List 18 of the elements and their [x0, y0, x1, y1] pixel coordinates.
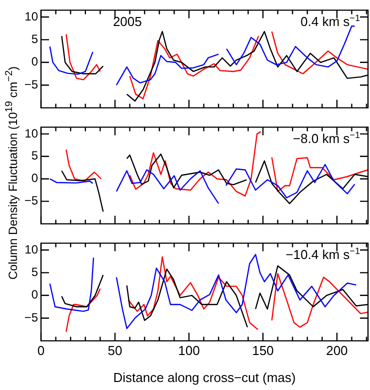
x-axis-title: Distance along cross−cut (mas)	[113, 370, 296, 385]
y-tick-label: 10	[24, 242, 38, 256]
x-tick-label: 200	[326, 343, 348, 358]
y-tick-label: 0	[31, 288, 38, 302]
annotation: 2005	[112, 14, 142, 30]
y-tick-label: 5	[31, 265, 38, 280]
y-tick-label: 0	[31, 171, 38, 186]
y-tick-label: −5	[24, 77, 38, 92]
x-tick-label: 150	[252, 343, 274, 358]
y-tick-label: 0	[31, 54, 38, 69]
y-tick-label: 10	[24, 9, 38, 24]
y-tick-label: −5	[24, 194, 38, 208]
y-tick-label: 10	[24, 126, 38, 140]
y-tick-label: −5	[24, 310, 38, 324]
x-tick-label: 100	[178, 343, 200, 358]
x-tick-label: 50	[108, 343, 122, 358]
y-tick-label: 5	[31, 148, 38, 163]
y-tick-label: 5	[31, 32, 38, 46]
